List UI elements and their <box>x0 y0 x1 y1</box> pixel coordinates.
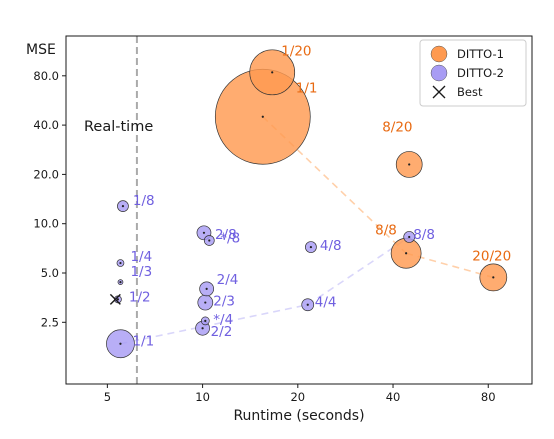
point-label-ditto-1-1-20: 1/20 <box>281 43 311 59</box>
center-dot-ditto-2-2-8 <box>202 231 206 234</box>
legend-marker-ditto-2 <box>430 64 448 82</box>
bubble-markers <box>106 49 508 359</box>
center-dot-ditto-2-2-3 <box>204 301 207 304</box>
legend-label-ditto-2: DITTO-2 <box>457 66 504 80</box>
point-label-ditto-1-8-20: 8/20 <box>382 119 412 135</box>
center-dot-ditto-1-1-20 <box>271 71 274 74</box>
center-dot-ditto-2-2-4 <box>205 287 208 290</box>
y-tick-label-40-0: 40.0 <box>33 118 59 132</box>
point-label-ditto-2-star-8: */8 <box>220 230 240 246</box>
center-dot-ditto-2-1-2 <box>116 298 120 301</box>
center-dot-ditto-2-1-3 <box>119 280 122 284</box>
center-dot-ditto-2-star-8 <box>208 239 211 242</box>
point-label-ditto-1-1-1: 1/1 <box>296 81 318 97</box>
legend: DITTO-1 DITTO-2 Best <box>419 39 527 107</box>
point-label-ditto-2-1-4: 1/4 <box>130 249 152 265</box>
connector-ditto-2-0 <box>120 303 308 345</box>
center-dot-ditto-1-20-20 <box>492 276 495 279</box>
y-tick-label-20-0: 20.0 <box>33 167 59 181</box>
real-time-label: Real-time <box>84 119 153 135</box>
legend-label-best: Best <box>457 85 483 99</box>
connector-ditto-1-0 <box>262 116 407 254</box>
point-label-ditto-2-1-2: 1/2 <box>129 289 151 305</box>
center-dot-ditto-2-8-8 <box>408 235 411 239</box>
point-label-ditto-2-4-4: 4/4 <box>315 295 337 311</box>
center-dot-ditto-2-1-1 <box>119 342 122 345</box>
point-label-ditto-1-20-20: 20/20 <box>472 248 511 264</box>
point-label-ditto-2-2-2: 2/2 <box>211 324 233 340</box>
point-label-ditto-2-2-8: 2/8 <box>215 227 237 243</box>
point-label-ditto-2-8-8: 8/8 <box>413 227 435 243</box>
point-label-ditto-2-1-8: 1/8 <box>133 193 155 209</box>
y-tick-label-2-5: 2.5 <box>41 315 59 329</box>
center-dot-ditto-1-1-1 <box>261 115 264 118</box>
x-tick-label-80: 80 <box>481 390 496 404</box>
x-tick-label-10: 10 <box>195 390 210 404</box>
x-tick-label-5: 5 <box>104 390 111 404</box>
center-dot-ditto-2-2-2 <box>201 327 204 330</box>
center-dot-ditto-2-1-4 <box>119 261 122 265</box>
center-dot-ditto-2-4-4 <box>306 303 309 306</box>
point-label-ditto-2-1-1: 1/1 <box>132 334 154 350</box>
x-axis-title: Runtime (seconds) <box>233 408 364 424</box>
legend-label-ditto-1: DITTO-1 <box>457 47 504 61</box>
axes: 5 10 20 40 80 2.5 5.0 10.0 20.0 40.0 80.0 <box>33 35 533 404</box>
center-dot-ditto-1-8-8 <box>405 252 408 255</box>
y-tick-label-10-0: 10.0 <box>33 217 59 231</box>
y-axis-title: MSE <box>26 42 56 58</box>
y-tick-label-5-0: 5.0 <box>41 266 59 280</box>
center-dot-ditto-2-4-8 <box>309 245 313 249</box>
point-label-ditto-1-8-8: 8/8 <box>375 222 397 238</box>
best-marker <box>109 293 121 305</box>
point-label-ditto-2-1-3: 1/3 <box>130 264 152 280</box>
legend-marker-ditto-1 <box>430 45 448 63</box>
point-label-ditto-2-2-4: 2/4 <box>217 272 239 288</box>
point-label-ditto-2-2-3: 2/3 <box>213 294 235 310</box>
y-tick-label-80-0: 80.0 <box>33 69 59 83</box>
center-dot-ditto-2-star-4 <box>204 319 207 322</box>
legend-marker-best <box>432 85 446 99</box>
x-tick-label-20: 20 <box>290 390 305 404</box>
center-dot-ditto-1-8-20 <box>408 163 411 166</box>
point-label-ditto-2-4-8: 4/8 <box>320 238 342 254</box>
point-label-ditto-2-star-4: */4 <box>213 312 233 328</box>
point-labels: 1/20 1/1 8/20 8/8 20/20 1/8 1/41/3 1/2 1/1 2/8*/8… <box>129 43 511 349</box>
plot-frame <box>65 35 533 385</box>
center-dot-ditto-2-1-8 <box>121 205 125 208</box>
x-tick-label-40: 40 <box>386 390 401 404</box>
